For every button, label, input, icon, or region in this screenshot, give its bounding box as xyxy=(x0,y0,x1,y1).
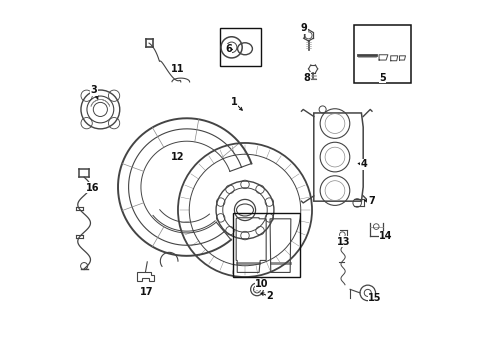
Text: 1: 1 xyxy=(231,98,238,107)
Bar xyxy=(354,25,411,83)
Bar xyxy=(233,213,300,277)
Text: 11: 11 xyxy=(171,64,185,74)
Text: 15: 15 xyxy=(368,293,382,303)
Text: 13: 13 xyxy=(337,237,350,247)
Text: 3: 3 xyxy=(91,85,98,95)
Text: 5: 5 xyxy=(379,73,386,83)
Bar xyxy=(220,28,261,66)
Text: 12: 12 xyxy=(171,152,185,162)
Text: 4: 4 xyxy=(361,159,368,169)
Text: 14: 14 xyxy=(379,231,393,242)
Text: 9: 9 xyxy=(301,23,308,33)
Text: 16: 16 xyxy=(86,183,99,193)
Text: 8: 8 xyxy=(303,73,310,83)
Text: 6: 6 xyxy=(225,45,232,54)
Text: 10: 10 xyxy=(255,279,269,289)
Text: 7: 7 xyxy=(368,196,375,206)
Text: 17: 17 xyxy=(140,287,153,297)
Text: 2: 2 xyxy=(267,292,273,301)
